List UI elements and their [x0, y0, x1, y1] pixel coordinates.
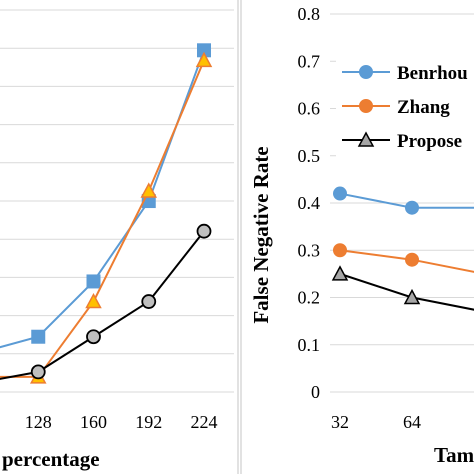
right-data-point	[405, 200, 419, 215]
right-x-tick-labels: 32 64	[331, 412, 421, 432]
left-x-tick-label: 160	[80, 412, 107, 432]
right-chart-panel: 0 0.1 0.2 0.3 0.4 0.5 0.6 0.7 0.8 False Negative…	[240, 0, 474, 474]
right-data-point	[333, 186, 347, 201]
left-data-point	[30, 364, 46, 380]
left-gridlines	[0, 9, 234, 393]
left-series-line	[0, 230, 205, 380]
left-data-point	[86, 274, 101, 289]
right-y-tick-label: 0	[311, 382, 320, 402]
legend-marker	[359, 65, 373, 79]
right-y-tick-label: 0.3	[298, 240, 321, 260]
left-data-point	[85, 292, 102, 309]
left-data-point	[86, 329, 101, 345]
left-x-tick-label: 224	[191, 412, 218, 432]
left-data-point	[141, 294, 157, 309]
right-data-point	[331, 265, 349, 281]
right-x-tick-label: 64	[403, 412, 421, 432]
legend-marker	[357, 131, 375, 147]
right-data-point	[403, 288, 421, 305]
right-y-tick-label: 0.5	[298, 146, 321, 166]
legend-background	[336, 52, 474, 184]
right-y-tick-label: 0.4	[298, 193, 321, 213]
right-data-point	[405, 252, 419, 267]
left-x-tick-label: 128	[25, 412, 52, 432]
right-data-point	[333, 243, 347, 258]
left-x-tick-labels: 128 160 192 224	[25, 412, 218, 432]
left-x-tick-label: 192	[135, 412, 162, 432]
left-series-line	[0, 59, 205, 378]
left-data-point	[31, 329, 46, 344]
legend: Benrhou Zhang Propose	[336, 52, 474, 184]
right-series-line	[339, 272, 474, 311]
left-chart-panel: 128 160 192 224 percentage	[0, 0, 239, 474]
right-x-tick-label: 32	[331, 412, 349, 432]
right-y-tick-label: 0.1	[298, 335, 321, 355]
right-y-tick-label: 0.6	[298, 99, 321, 119]
left-data-point	[140, 182, 158, 198]
right-y-tick-label: 0.2	[298, 288, 321, 308]
right-x-axis-label: Tam	[434, 443, 474, 467]
right-y-tick-label: 0.7	[298, 51, 321, 71]
left-x-axis-label: percentage	[2, 447, 100, 471]
left-data-point	[196, 223, 212, 239]
right-series-group	[331, 186, 474, 311]
right-series-line	[339, 192, 474, 209]
legend-label: Propose	[397, 131, 462, 152]
right-chart-border	[240, 0, 242, 474]
right-y-axis-label: False Negative Rate	[249, 146, 273, 323]
right-series-line	[339, 249, 474, 273]
right-y-tick-label: 0.8	[298, 4, 321, 24]
left-data-point	[195, 51, 213, 68]
left-chart-border	[237, 0, 239, 474]
legend-marker	[359, 99, 373, 113]
legend-label: Benrhou	[397, 63, 468, 84]
legend-label: Zhang	[397, 97, 450, 118]
right-y-tick-labels: 0 0.1 0.2 0.3 0.4 0.5 0.6 0.7 0.8	[298, 4, 321, 402]
left-series-group	[0, 43, 213, 384]
